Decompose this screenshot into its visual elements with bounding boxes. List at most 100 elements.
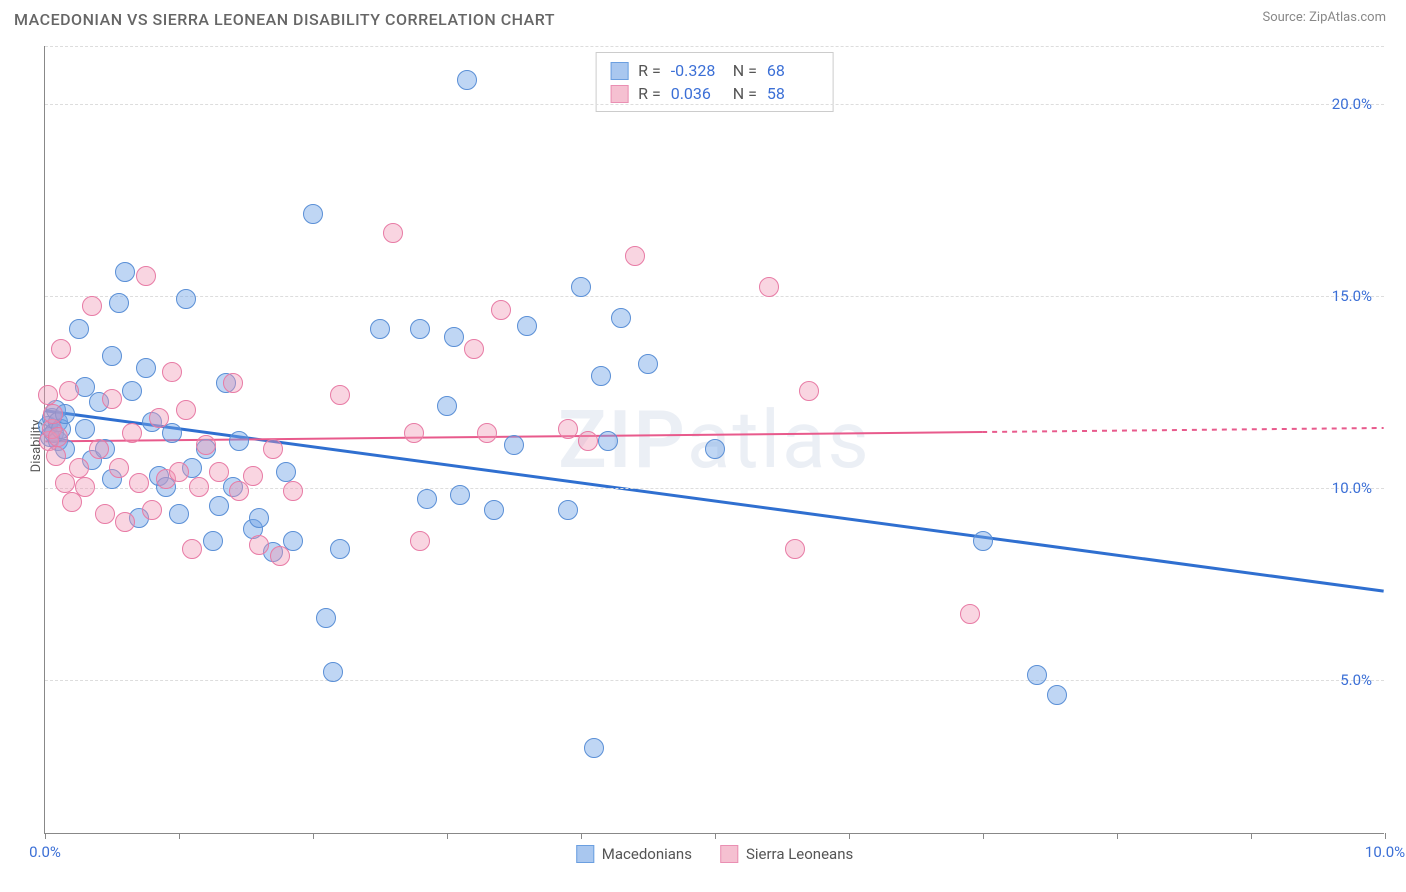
data-point [129,473,149,493]
x-tick-label: 0.0% [29,843,61,861]
data-point [491,300,511,320]
stats-r-value: -0.328 [671,61,723,80]
data-point [625,246,645,266]
data-point [169,504,189,524]
data-point [75,419,95,439]
data-point [303,204,323,224]
data-point [95,504,115,524]
data-point [1047,685,1067,705]
data-point [115,512,135,532]
data-point [323,662,343,682]
data-point [169,462,189,482]
y-tick-label: 5.0% [1340,671,1372,689]
data-point [102,346,122,366]
data-point [464,339,484,359]
data-point [960,604,980,624]
x-tick [983,833,984,839]
y-tick-label: 10.0% [1332,479,1372,497]
data-point [122,381,142,401]
data-point [176,289,196,309]
data-point [176,400,196,420]
data-point [484,500,504,520]
legend-swatch [610,62,628,80]
x-tick [715,833,716,839]
data-point [611,308,631,328]
data-point [263,439,283,459]
stats-label: N = [733,61,757,80]
x-tick [1385,833,1386,839]
data-point [638,354,658,374]
data-point [504,435,524,455]
data-point [330,539,350,559]
chart-plot-area: ZIPatlas R =-0.328N =68R =0.036N =58 Mac… [44,46,1384,834]
data-point [196,435,216,455]
data-point [142,500,162,520]
x-tick [849,833,850,839]
stats-n-value: 58 [767,84,819,103]
data-point [330,385,350,405]
data-point [316,608,336,628]
data-point [584,738,604,758]
stats-label: R = [638,61,661,80]
gridline [45,296,1384,297]
stats-row: R =0.036N =58 [610,82,819,105]
y-tick-label: 15.0% [1332,287,1372,305]
data-point [162,362,182,382]
bottom-legend: Macedonians Sierra Leoneans [576,845,853,863]
data-point [48,427,68,447]
legend-swatch [720,845,738,863]
trend-line-dashed [982,428,1383,432]
data-point [122,423,142,443]
data-point [759,277,779,297]
data-point [370,319,390,339]
legend-item: Sierra Leoneans [720,845,853,863]
legend-swatch [610,85,628,103]
data-point [75,477,95,497]
data-point [203,531,223,551]
data-point [46,446,66,466]
data-point [270,546,290,566]
source-label: Source: ZipAtlas.com [1262,10,1386,25]
data-point [477,423,497,443]
data-point [102,389,122,409]
gridline [45,680,1384,681]
data-point [69,458,89,478]
data-point [59,381,79,401]
legend-label: Macedonians [602,845,692,863]
stats-label: N = [733,84,757,103]
y-tick-label: 20.0% [1332,95,1372,113]
data-point [276,462,296,482]
data-point [89,439,109,459]
gridline [45,46,1384,47]
x-tick [447,833,448,839]
data-point [249,535,269,555]
stats-label: R = [638,84,661,103]
data-point [799,381,819,401]
data-point [444,327,464,347]
data-point [417,489,437,509]
data-point [189,477,209,497]
legend-item: Macedonians [576,845,692,863]
data-point [149,408,169,428]
data-point [162,423,182,443]
data-point [571,277,591,297]
data-point [410,319,430,339]
data-point [578,431,598,451]
data-point [249,508,269,528]
data-point [229,431,249,451]
stats-n-value: 68 [767,61,819,80]
data-point [38,385,58,405]
data-point [243,466,263,486]
data-point [223,373,243,393]
x-tick [313,833,314,839]
data-point [51,339,71,359]
data-point [973,531,993,551]
data-point [598,431,618,451]
legend-swatch [576,845,594,863]
data-point [82,296,102,316]
x-tick-label: 10.0% [1365,843,1405,861]
data-point [109,293,129,313]
data-point [591,366,611,386]
x-tick [179,833,180,839]
data-point [785,539,805,559]
